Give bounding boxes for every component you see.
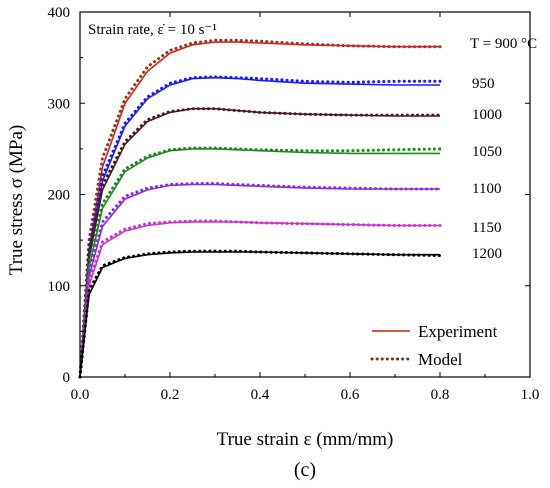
series-experiment-curve bbox=[79, 183, 440, 378]
y-axis-title: True stress σ (MPa) bbox=[6, 125, 27, 275]
x-tick-label: 0.6 bbox=[341, 387, 360, 403]
series-experiment-curve bbox=[79, 41, 440, 378]
series-experiment-curve bbox=[79, 148, 440, 378]
x-tick-label: 0.0 bbox=[71, 387, 90, 403]
chart-annotation: Strain rate, ε̇ = 10 s⁻¹ bbox=[88, 22, 217, 38]
x-tick-label: 0.8 bbox=[431, 387, 450, 403]
series-model-curve bbox=[78, 75, 442, 379]
x-tick-label: 1.0 bbox=[521, 387, 540, 403]
legend-label: Model bbox=[418, 350, 463, 369]
series-label: 1050 bbox=[472, 144, 502, 160]
series-model-curve bbox=[78, 146, 442, 379]
legend-label: Experiment bbox=[418, 322, 498, 341]
series-label: 1000 bbox=[472, 107, 502, 123]
plot-area: T = 900 °C 950 1000 1050 1100 1150 1200 bbox=[78, 36, 537, 379]
series-model-curve bbox=[78, 182, 442, 379]
y-tick-label: 200 bbox=[48, 188, 71, 204]
series-label: 1150 bbox=[472, 220, 501, 236]
series-label: 1200 bbox=[472, 246, 502, 262]
series-experiment-curve bbox=[79, 76, 440, 378]
series-label: 1100 bbox=[472, 181, 501, 197]
series-experiment-curve bbox=[79, 221, 440, 378]
x-tick-label: 0.2 bbox=[161, 387, 180, 403]
y-tick-label: 100 bbox=[48, 279, 71, 295]
y-tick-label: 0 bbox=[63, 370, 71, 386]
series-model-curve bbox=[78, 249, 442, 379]
series-experiment-curve bbox=[79, 107, 440, 378]
series-label: T = 900 °C bbox=[470, 36, 537, 52]
x-axis-title: True strain ε (mm/mm) bbox=[217, 429, 394, 450]
series-model-curve bbox=[78, 219, 442, 379]
y-tick-label: 400 bbox=[48, 5, 71, 21]
axes: 0.0 0.2 0.4 0.6 0.8 1.0 0 100 200 300 400 Experimen… bbox=[48, 5, 540, 403]
series-label: 950 bbox=[472, 76, 495, 92]
panel-label: (c) bbox=[294, 459, 316, 481]
y-tick-label: 300 bbox=[48, 96, 71, 112]
x-tick-label: 0.4 bbox=[251, 387, 270, 403]
series-experiment-curve bbox=[79, 251, 440, 378]
